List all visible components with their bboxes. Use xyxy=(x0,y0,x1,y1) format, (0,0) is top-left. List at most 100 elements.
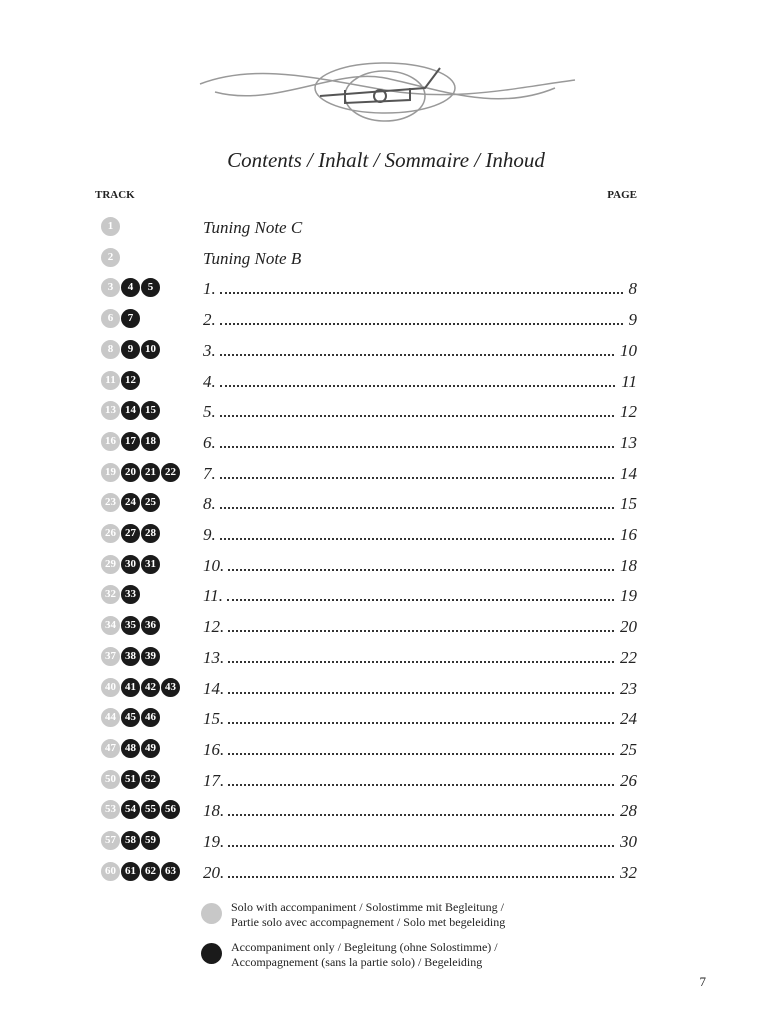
legend-text: Solo with accompaniment / Solostimme mit… xyxy=(231,900,505,930)
dot-leader xyxy=(228,722,614,725)
track-solo: 47 xyxy=(100,737,121,759)
track-solo: 26 xyxy=(100,523,121,544)
track-accompaniment: 38 xyxy=(120,645,141,667)
track-solo: 2 xyxy=(100,246,121,268)
entry-label: 1. xyxy=(203,279,216,299)
track-accompaniment: 35 xyxy=(120,615,141,637)
track-accompaniment: 36 xyxy=(140,615,161,637)
track-heading: TRACK xyxy=(95,189,135,201)
entry-label: 4. xyxy=(203,371,216,391)
dot-leader xyxy=(219,415,614,418)
track-solo: 16 xyxy=(100,430,121,452)
track-accompaniment: 24 xyxy=(120,492,141,514)
track-accompaniment: 48 xyxy=(120,737,141,759)
track-accompaniment: 61 xyxy=(120,860,141,882)
track-solo: 40 xyxy=(100,676,121,698)
track-accompaniment: 25 xyxy=(140,492,161,514)
track-solo: 3 xyxy=(100,277,121,299)
track-accompaniment: 15 xyxy=(140,400,161,422)
entry-page: 24 xyxy=(620,709,637,729)
entry-label: 19. xyxy=(203,832,225,851)
track-accompaniment: 62 xyxy=(140,860,161,882)
dot-leader xyxy=(219,292,623,295)
track-accompaniment: 5 xyxy=(140,277,161,299)
track-accompaniment: 39 xyxy=(140,645,161,667)
ornament xyxy=(199,62,576,122)
track-accompaniment: 22 xyxy=(160,461,181,483)
entry-page: 28 xyxy=(620,801,637,821)
track-accompaniment: 41 xyxy=(120,676,141,698)
dot-leader xyxy=(228,660,614,663)
entry-page: 13 xyxy=(620,432,637,452)
entry-label: 8. xyxy=(203,494,216,514)
entry-label: 11. xyxy=(203,586,223,606)
entry-page: 9 xyxy=(628,310,638,330)
track-accompaniment: 4 xyxy=(120,277,141,299)
legend-text: Accompaniment only / Begleitung (ohne So… xyxy=(231,940,498,970)
entry: 14. 23 xyxy=(203,675,637,699)
track-accompaniment: 42 xyxy=(140,676,161,698)
entry-page: 15 xyxy=(620,494,637,514)
entry-page: 32 xyxy=(620,862,637,882)
entry-page: 20 xyxy=(620,617,637,637)
entry: 13. 22 xyxy=(203,644,637,668)
entry-label: 3. xyxy=(203,340,216,360)
track-solo: 57 xyxy=(100,830,121,851)
track-solo: 29 xyxy=(100,553,121,575)
entry: 12. 20 xyxy=(203,613,637,637)
entry-label: 6. xyxy=(203,432,216,452)
entry-label: 16. xyxy=(203,739,225,759)
track-accompaniment: 28 xyxy=(140,523,161,544)
entry: 4. 11 xyxy=(203,368,637,392)
track-accompaniment: 30 xyxy=(120,553,141,575)
track-solo: 37 xyxy=(100,645,121,667)
entry-page: 23 xyxy=(620,678,637,698)
track-solo: 60 xyxy=(100,860,121,882)
entry-page: 19 xyxy=(620,586,637,606)
track-accompaniment: 43 xyxy=(160,676,181,698)
track-solo: 1 xyxy=(100,216,121,237)
entry: 18. 28 xyxy=(203,797,637,821)
entry-label: 14. xyxy=(203,678,225,698)
dot-leader xyxy=(228,568,614,571)
page-number: 7 xyxy=(699,974,707,989)
legend-line: Accompagnement (sans la partie solo) / B… xyxy=(231,955,483,969)
entry: 19. 30 xyxy=(203,828,637,852)
entry: 10. 18 xyxy=(203,552,637,576)
entry: Tuning Note C xyxy=(203,214,637,238)
legend-line: Accompaniment only / Begleitung (ohne So… xyxy=(231,940,498,954)
entry: 1. 8 xyxy=(203,275,637,299)
entry-label: 10. xyxy=(203,555,225,575)
dot-leader xyxy=(228,691,614,694)
entry-page: 8 xyxy=(628,279,638,299)
track-accompaniment: 46 xyxy=(140,707,161,729)
entry-label: 2. xyxy=(203,310,216,330)
dot-leader xyxy=(228,875,614,878)
track-accompaniment: 33 xyxy=(120,584,141,606)
track-solo: 44 xyxy=(100,707,121,729)
entry-page: 18 xyxy=(620,555,637,575)
page-heading: PAGE xyxy=(607,189,637,201)
dot-leader xyxy=(219,538,614,540)
entry: 2. 9 xyxy=(203,306,637,330)
track-solo: 19 xyxy=(100,461,121,483)
entry-label: 7. xyxy=(203,463,216,483)
entry: 3. 10 xyxy=(203,337,637,361)
entry-label: 5. xyxy=(203,402,216,422)
entry-page: 11 xyxy=(621,371,637,391)
dot-leader xyxy=(228,845,614,847)
track-accompaniment: 49 xyxy=(140,737,161,759)
entry-label: 17. xyxy=(203,770,225,790)
track-accompaniment: 55 xyxy=(140,799,161,821)
entry-page: 16 xyxy=(620,525,637,544)
entry-label: 15. xyxy=(203,709,225,729)
entry-page: 12 xyxy=(620,402,637,422)
dot-leader xyxy=(219,445,614,448)
dot-leader xyxy=(219,323,623,326)
dot-leader xyxy=(219,507,614,510)
entry: 17. 26 xyxy=(203,767,637,791)
dot-leader xyxy=(228,630,614,633)
dot-leader xyxy=(227,599,614,602)
entry: 20. 32 xyxy=(203,859,637,883)
